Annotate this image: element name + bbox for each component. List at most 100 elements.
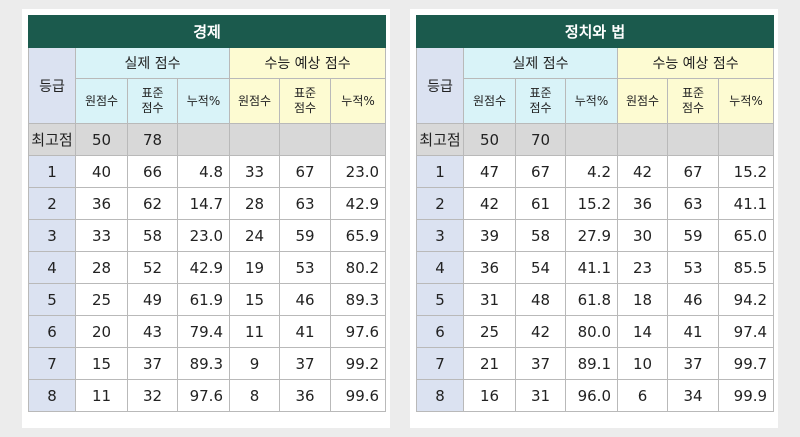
raw-score-cell: 39 — [463, 219, 516, 252]
raw-score-cell: 42 — [463, 187, 516, 220]
top-exp-raw — [617, 123, 668, 156]
expected-cumulative-pct-cell: 23.0 — [329, 155, 387, 188]
table-row: 3 33 58 23.0 24 59 65.9 — [28, 219, 387, 252]
subheader-raw: 원점수 — [463, 78, 516, 124]
top-exp-pct — [717, 123, 775, 156]
table-row: 4 36 54 41.1 23 53 85.5 — [416, 251, 775, 284]
expected-cumulative-pct-cell: 85.5 — [717, 251, 775, 284]
expected-cumulative-pct-cell: 65.9 — [329, 219, 387, 252]
expected-raw-score-cell: 36 — [617, 187, 668, 220]
subheader-row: 원점수 표준 점수 누적% 원점수 표준 점수 누적% — [417, 78, 775, 124]
expected-standard-score-cell: 37 — [667, 347, 719, 380]
standard-score-cell: 31 — [515, 379, 566, 412]
cumulative-pct-cell: 15.2 — [565, 187, 618, 220]
expected-raw-score-cell: 9 — [229, 347, 280, 380]
top-exp-std — [667, 123, 719, 156]
standard-score-cell: 67 — [515, 155, 566, 188]
raw-score-cell: 20 — [75, 315, 128, 348]
subheader-row: 원점수 표준 점수 누적% 원점수 표준 점수 누적% — [29, 78, 387, 124]
expected-raw-score-cell: 30 — [617, 219, 668, 252]
expected-cumulative-pct-cell: 99.6 — [329, 379, 387, 412]
subheader-standard: 표준 점수 — [515, 78, 566, 124]
standard-score-cell: 43 — [127, 315, 178, 348]
grade-cell: 8 — [28, 379, 76, 412]
top-raw: 50 — [75, 123, 128, 156]
cumulative-pct-cell: 4.8 — [177, 155, 230, 188]
cumulative-pct-cell: 4.2 — [565, 155, 618, 188]
expected-raw-score-cell: 10 — [617, 347, 668, 380]
standard-score-cell: 37 — [515, 347, 566, 380]
expected-standard-score-cell: 63 — [279, 187, 331, 220]
expected-cumulative-pct-cell: 42.9 — [329, 187, 387, 220]
table-row: 4 28 52 42.9 19 53 80.2 — [28, 251, 387, 284]
top-std: 78 — [127, 123, 178, 156]
expected-cumulative-pct-cell: 99.9 — [717, 379, 775, 412]
expected-raw-score-cell: 19 — [229, 251, 280, 284]
standard-score-cell: 32 — [127, 379, 178, 412]
expected-cumulative-pct-cell: 15.2 — [717, 155, 775, 188]
raw-score-cell: 40 — [75, 155, 128, 188]
expected-raw-score-cell: 42 — [617, 155, 668, 188]
subheader-expected-cumulative: 누적% — [717, 78, 775, 124]
raw-score-cell: 16 — [463, 379, 516, 412]
expected-score-group-header: 수능 예상 점수 — [228, 47, 387, 79]
grade-cell: 5 — [28, 283, 76, 316]
raw-score-cell: 25 — [463, 315, 516, 348]
grade-cell: 5 — [416, 283, 464, 316]
expected-standard-score-cell: 36 — [279, 379, 331, 412]
expected-raw-score-cell: 15 — [229, 283, 280, 316]
subheader-raw: 원점수 — [75, 78, 128, 124]
standard-score-cell: 66 — [127, 155, 178, 188]
expected-cumulative-pct-cell: 80.2 — [329, 251, 387, 284]
subheader-expected-cumulative: 누적% — [329, 78, 387, 124]
expected-cumulative-pct-cell: 41.1 — [717, 187, 775, 220]
grade-cell: 4 — [28, 251, 76, 284]
cumulative-pct-cell: 80.0 — [565, 315, 618, 348]
raw-score-cell: 36 — [75, 187, 128, 220]
subheader-standard: 표준 점수 — [127, 78, 178, 124]
expected-standard-score-cell: 46 — [667, 283, 719, 316]
standard-score-cell: 61 — [515, 187, 566, 220]
actual-score-group-header: 실제 점수 — [463, 47, 618, 79]
top-pct — [177, 123, 230, 156]
standard-score-cell: 52 — [127, 251, 178, 284]
expected-cumulative-pct-cell: 99.2 — [329, 347, 387, 380]
raw-score-cell: 25 — [75, 283, 128, 316]
standard-score-cell: 58 — [127, 219, 178, 252]
cumulative-pct-cell: 42.9 — [177, 251, 230, 284]
raw-score-cell: 15 — [75, 347, 128, 380]
standard-score-cell: 62 — [127, 187, 178, 220]
expected-standard-score-cell: 59 — [279, 219, 331, 252]
grade-cell: 6 — [416, 315, 464, 348]
actual-score-group-header: 실제 점수 — [75, 47, 230, 79]
standard-score-cell: 37 — [127, 347, 178, 380]
expected-cumulative-pct-cell: 94.2 — [717, 283, 775, 316]
cumulative-pct-cell: 89.1 — [565, 347, 618, 380]
table-row: 3 39 58 27.9 30 59 65.0 — [416, 219, 775, 252]
cumulative-pct-cell: 79.4 — [177, 315, 230, 348]
top-raw: 50 — [463, 123, 516, 156]
top-exp-raw — [229, 123, 280, 156]
table-row: 8 11 32 97.6 8 36 99.6 — [28, 379, 387, 412]
cumulative-pct-cell: 27.9 — [565, 219, 618, 252]
top-std: 70 — [515, 123, 566, 156]
raw-score-cell: 47 — [463, 155, 516, 188]
expected-cumulative-pct-cell: 99.7 — [717, 347, 775, 380]
grade-cell: 7 — [416, 347, 464, 380]
table-row: 7 21 37 89.1 10 37 99.7 — [416, 347, 775, 380]
expected-standard-score-cell: 41 — [279, 315, 331, 348]
expected-cumulative-pct-cell: 97.4 — [717, 315, 775, 348]
cumulative-pct-cell: 96.0 — [565, 379, 618, 412]
expected-standard-score-cell: 53 — [667, 251, 719, 284]
subheader-expected-standard: 표준 점수 — [279, 78, 331, 124]
table-row: 1 40 66 4.8 33 67 23.0 — [28, 155, 387, 188]
grade-cell: 1 — [416, 155, 464, 188]
standard-score-cell: 48 — [515, 283, 566, 316]
grade-cell: 2 — [416, 187, 464, 220]
table-row: 1 47 67 4.2 42 67 15.2 — [416, 155, 775, 188]
grade-cell: 3 — [28, 219, 76, 252]
expected-raw-score-cell: 33 — [229, 155, 280, 188]
table-row: 2 36 62 14.7 28 63 42.9 — [28, 187, 387, 220]
grade-cell: 8 — [416, 379, 464, 412]
table-row: 8 16 31 96.0 6 34 99.9 — [416, 379, 775, 412]
